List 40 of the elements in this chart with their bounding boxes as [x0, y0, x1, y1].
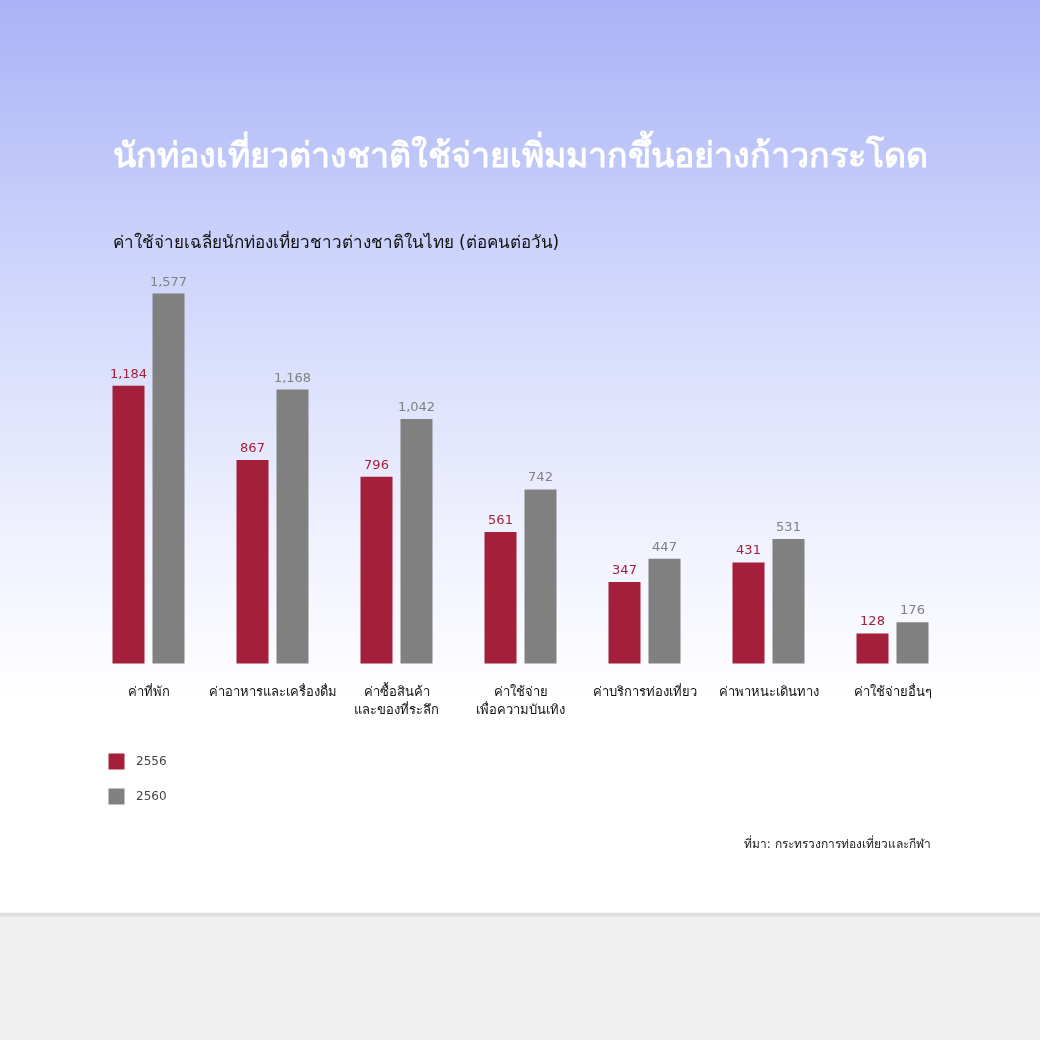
- x-tick-label: ค่าพาหนะเดินทาง: [718, 683, 819, 699]
- data-label: 742: [528, 469, 553, 485]
- data-label: 867: [240, 440, 265, 456]
- data-label: 347: [612, 562, 637, 578]
- bar: [732, 562, 765, 664]
- data-label: 1,042: [397, 399, 436, 415]
- chart-title: นักท่องเที่ยวต่างชาติใช้จ่ายเพิ่มมากขึ้นอย่างก้าวกระโดด: [113, 129, 928, 175]
- x-tick-label: ค่าที่พัก: [127, 682, 170, 699]
- bar: [236, 460, 269, 664]
- bar: [112, 385, 145, 664]
- data-label: 796: [364, 456, 389, 472]
- bar: [524, 489, 557, 664]
- legend-label: 2560: [136, 789, 167, 803]
- legend-label: 2556: [136, 754, 167, 768]
- bar: [856, 633, 889, 664]
- bar: [400, 419, 433, 664]
- bar: [484, 531, 517, 664]
- data-label: 447: [652, 538, 677, 554]
- data-label: 1,577: [149, 273, 188, 289]
- bar: [896, 622, 929, 664]
- data-label: 531: [776, 518, 801, 534]
- data-label: 1,184: [109, 365, 148, 381]
- bar: [608, 582, 641, 664]
- data-label: 561: [488, 511, 513, 527]
- data-label: 431: [736, 542, 761, 558]
- text: ที่มา: กระทรวงการท่องเที่ยวและกีฬา: [743, 834, 931, 851]
- bar: [276, 389, 309, 664]
- data-label: 128: [860, 613, 885, 629]
- x-tick-label: ค่าใช้จ่าย เพื่อความบันเทิง: [476, 683, 565, 717]
- bar: [152, 293, 185, 664]
- x-tick-label: ค่าอาหารและเครื่องดื่ม: [208, 682, 337, 699]
- data-label: 1,168: [273, 369, 312, 385]
- x-tick-label: ค่าบริการท่องเที่ยว: [592, 682, 697, 699]
- x-tick-label: ค่าใช้จ่ายอื่นๆ: [853, 682, 932, 699]
- data-label: 176: [900, 602, 925, 618]
- bar: [360, 476, 393, 664]
- chart-subtitle: ค่าใช้จ่ายเฉลี่ยนักท่องเที่ยวชาวต่างชาติในไทย (ต่อคนต่อวัน): [112, 229, 560, 252]
- bar: [648, 558, 681, 664]
- bar: [772, 538, 805, 664]
- x-tick-label: ค่าซื้อสินค้า และของที่ระลึก: [354, 681, 439, 717]
